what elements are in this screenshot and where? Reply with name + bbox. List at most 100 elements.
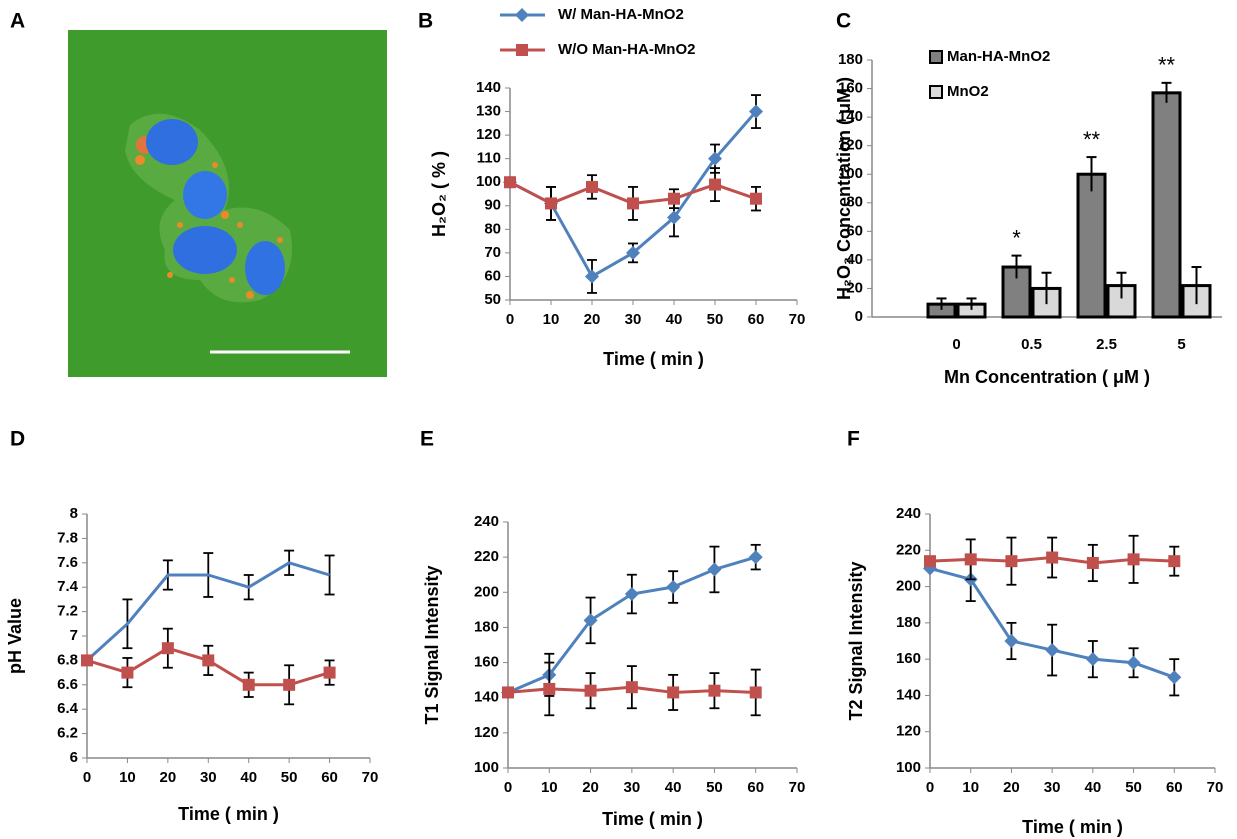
y-tick-label: 160	[838, 80, 863, 97]
marker	[1004, 634, 1019, 648]
error-bar	[1161, 81, 1172, 103]
marker	[323, 666, 336, 679]
y-tick-label: 110	[477, 150, 501, 167]
x-tick-label: 0	[83, 769, 91, 786]
legend-marker	[516, 44, 528, 56]
x-tick-label: 50	[281, 769, 298, 786]
y-tick-label: 120	[896, 723, 921, 740]
y-tick-label: 50	[484, 291, 501, 308]
marker	[1168, 555, 1181, 568]
marker	[708, 684, 721, 697]
y-tick-label: 180	[896, 614, 921, 631]
x-tick-label: 60	[748, 311, 765, 328]
marker	[668, 192, 680, 205]
panel-letter: C	[836, 10, 851, 33]
marker	[666, 580, 681, 595]
y-tick-label: 140	[838, 108, 863, 125]
panel-letter: A	[10, 10, 25, 33]
marker	[964, 553, 977, 566]
marker	[1126, 655, 1141, 670]
marker	[545, 197, 557, 210]
error-bar	[1011, 254, 1022, 279]
significance-label: **	[1158, 53, 1176, 78]
x-tick-label: 30	[1044, 779, 1061, 796]
marker	[924, 555, 936, 568]
marker	[708, 151, 722, 166]
y-tick-label: 200	[474, 583, 499, 600]
x-tick-label: 70	[789, 779, 806, 796]
panel-letter: D	[10, 428, 25, 451]
x-tick-label: 0	[952, 336, 960, 353]
marker	[707, 562, 722, 577]
y-tick-label: 140	[476, 79, 501, 96]
y-tick-label: 180	[838, 51, 863, 68]
y-axis-label: T1 Signal Intensity	[422, 565, 442, 724]
marker	[586, 180, 598, 193]
x-tick-label: 50	[1125, 779, 1142, 796]
marker	[709, 178, 721, 191]
x-axis-label: Time ( min )	[178, 804, 279, 824]
y-tick-label: 100	[474, 759, 499, 776]
y-tick-label: 0	[855, 308, 863, 325]
y-tick-label: 120	[838, 137, 863, 154]
marker	[283, 678, 296, 691]
y-tick-label: 60	[484, 267, 501, 284]
legend-label: Man-HA-MnO2	[947, 48, 1050, 65]
x-tick-label: 70	[1207, 779, 1224, 796]
y-axis-label: H₂O₂ Concentration ( μM )	[834, 77, 854, 300]
micrograph	[68, 30, 387, 377]
y-tick-label: 100	[896, 759, 921, 776]
legend-label: W/O Man-HA-MnO2	[558, 41, 695, 58]
y-tick-label: 20	[846, 279, 863, 296]
y-tick-label: 60	[846, 222, 863, 239]
marker	[749, 104, 763, 119]
y-axis-label: pH Value	[5, 598, 25, 674]
marker	[1046, 551, 1059, 564]
y-tick-label: 6.6	[57, 676, 78, 693]
x-tick-label: 70	[789, 311, 806, 328]
y-tick-label: 6	[70, 749, 78, 766]
x-tick-label: 20	[584, 311, 601, 328]
marker	[504, 176, 516, 189]
y-tick-label: 200	[896, 578, 921, 595]
y-tick-label: 7.6	[57, 554, 78, 571]
y-tick-label: 240	[896, 505, 921, 522]
x-tick-label: 20	[160, 769, 177, 786]
marker	[584, 684, 597, 697]
y-tick-label: 100	[838, 165, 863, 182]
y-tick-label: 160	[474, 654, 499, 671]
bar	[1151, 91, 1182, 319]
marker	[543, 682, 556, 695]
x-tick-label: 0	[926, 779, 934, 796]
y-tick-label: 130	[476, 103, 501, 120]
x-axis-label: Time ( min )	[602, 809, 703, 829]
x-tick-label: 40	[240, 769, 257, 786]
marker	[750, 192, 762, 205]
y-tick-label: 160	[896, 650, 921, 667]
marker	[1086, 556, 1099, 569]
panel-letter: E	[420, 428, 434, 451]
marker	[667, 686, 680, 699]
x-axis-label: Time ( min )	[1022, 817, 1123, 837]
x-tick-label: 50	[706, 779, 723, 796]
marker	[202, 654, 215, 667]
y-axis-label: T2 Signal Intensity	[846, 561, 866, 720]
y-tick-label: 140	[474, 689, 499, 706]
y-tick-label: 120	[474, 724, 499, 741]
marker	[585, 269, 599, 284]
error-bar	[1086, 156, 1097, 192]
marker	[624, 587, 639, 602]
y-tick-label: 240	[474, 513, 499, 530]
y-tick-label: 7.2	[57, 603, 78, 620]
marker	[161, 642, 174, 655]
y-tick-label: 80	[846, 194, 863, 211]
x-tick-label: 10	[541, 779, 558, 796]
y-tick-label: 120	[476, 126, 501, 143]
marker	[667, 210, 681, 225]
x-axis-label: Time ( min )	[603, 349, 704, 369]
x-tick-label: 20	[1003, 779, 1020, 796]
marker	[625, 681, 638, 694]
y-tick-label: 90	[484, 197, 501, 214]
series-line	[85, 561, 331, 662]
